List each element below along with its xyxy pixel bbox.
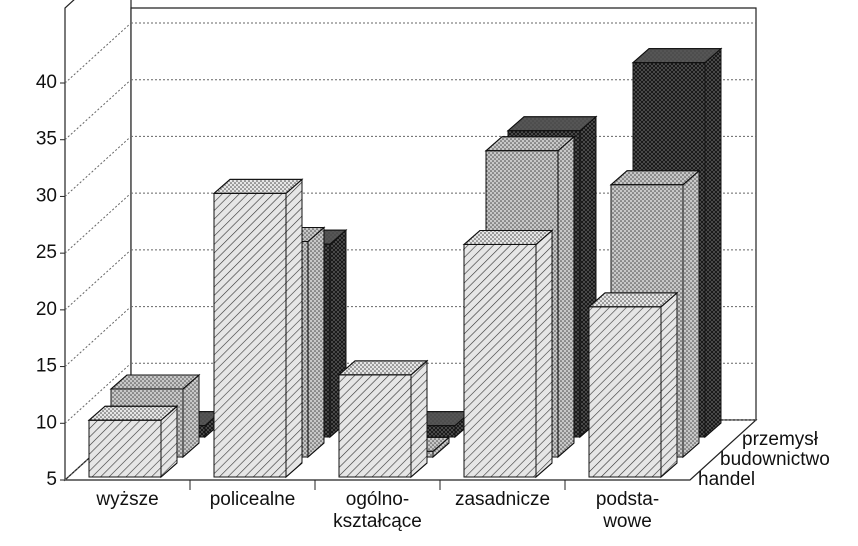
grid-line	[64, 79, 132, 141]
y-tick-label: 20	[36, 299, 57, 320]
grid-line	[64, 22, 132, 84]
y-tick-label: 15	[36, 356, 57, 377]
legend-label: handel	[698, 469, 755, 490]
bar	[462, 229, 554, 479]
y-tick-label: 30	[36, 185, 57, 206]
grid-line	[64, 192, 132, 254]
bar-front-pattern	[588, 306, 662, 478]
bar-top-pattern	[506, 116, 598, 132]
y-tick-label: 10	[36, 412, 57, 433]
x-tick-label: wowe	[602, 511, 652, 532]
y-tick-label: 40	[36, 72, 57, 93]
bar-side-pattern	[410, 359, 428, 479]
bar-top-pattern	[212, 178, 304, 194]
bar-top-pattern	[109, 374, 201, 390]
bar-side-pattern	[535, 229, 553, 479]
y-tick-label: 5	[46, 469, 57, 490]
bar-front-pattern	[463, 243, 537, 478]
bar	[87, 405, 179, 479]
bar-side-pattern	[557, 135, 575, 459]
bar-side-pattern	[682, 169, 700, 459]
grid-line	[64, 249, 132, 311]
bar-top-pattern	[484, 136, 576, 152]
bar	[587, 291, 679, 479]
legend-label: budownictwo	[720, 449, 830, 470]
bar-top-pattern	[87, 405, 179, 421]
bar-front-pattern	[88, 419, 162, 478]
y-tick-label: 35	[36, 129, 57, 150]
grid-line	[64, 362, 132, 424]
x-tick-label: policealne	[210, 489, 296, 510]
grid-line	[64, 306, 132, 367]
bar-front-pattern	[338, 374, 412, 478]
bar-top-pattern	[337, 360, 429, 376]
x-tick-label: podsta-	[596, 489, 659, 510]
bar-top-pattern	[462, 229, 554, 245]
bar-top-pattern	[609, 170, 701, 186]
x-tick-label: kształcące	[333, 511, 422, 532]
bar-side-pattern	[704, 47, 722, 439]
bar-top-pattern	[631, 48, 723, 64]
bar	[212, 178, 304, 479]
bar	[337, 359, 429, 479]
bar-side-pattern	[307, 226, 325, 459]
grid-line	[64, 136, 132, 197]
bar-side-pattern	[660, 291, 678, 479]
bar-front-pattern	[213, 192, 287, 478]
x-tick-label: wyższe	[95, 489, 158, 510]
y-tick-label: 25	[36, 242, 57, 263]
bar-side-pattern	[285, 178, 303, 479]
x-tick-label: zasadnicze	[455, 489, 550, 510]
x-tick-label: ogólno-	[346, 489, 409, 510]
legend-label: przemysł	[742, 429, 819, 450]
bar-top-pattern	[587, 292, 679, 308]
